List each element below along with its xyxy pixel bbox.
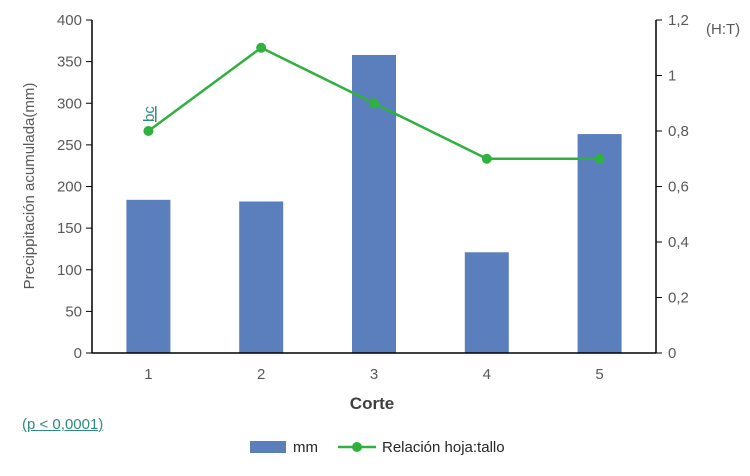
y-tick-label: 200: [57, 179, 82, 196]
y-tick-label: 0: [74, 345, 82, 362]
bar-5: [577, 134, 622, 353]
bar-1: [126, 199, 171, 353]
y-tick-label: 350: [57, 54, 82, 71]
y-tick-label: 400: [57, 12, 82, 29]
legend-label-mm: mm: [293, 439, 318, 456]
bars-layer: [126, 54, 622, 354]
y2-axis-title: (H:T): [706, 21, 740, 38]
y2-tick-label: 0,8: [668, 123, 689, 140]
ratio-point-3: [369, 98, 379, 109]
y2-tick-label: 0,4: [668, 234, 689, 251]
legend-swatch-marker: [352, 442, 362, 452]
x-tick-label: 5: [595, 366, 603, 383]
ratio-point-2: [256, 42, 267, 53]
x-tick-label: 3: [370, 366, 378, 383]
y2-tick-label: 0,6: [668, 179, 689, 196]
y-tick-label: 50: [65, 303, 82, 320]
annotation-bc: bc: [141, 106, 158, 122]
y-tick-label: 250: [57, 137, 82, 154]
legend-swatch-mm: [250, 441, 286, 453]
ticks-layer: 0 50 100 150 200 250 300 350 400 0 0,2 0,4 0,6 0,8 1 1,…: [57, 12, 689, 383]
ratio-point-4: [481, 153, 492, 164]
bar-4: [464, 252, 509, 353]
line-layer: [143, 42, 605, 164]
y-axis-title: Precippitación acumulada(mm): [21, 83, 38, 290]
y2-tick-label: 0: [668, 345, 676, 362]
y2-tick-label: 0,2: [668, 290, 689, 307]
y2-tick-label: 1: [668, 68, 676, 85]
bar-2: [239, 201, 284, 353]
y2-tick-label: 1,2: [668, 12, 689, 29]
x-tick-label: 2: [257, 366, 265, 383]
x-tick-label: 1: [144, 366, 152, 383]
significance-note: (p < 0,0001): [22, 416, 104, 433]
y-tick-label: 300: [57, 95, 82, 112]
y-tick-label: 100: [57, 262, 82, 279]
legend: mm Relación hoja:tallo: [250, 439, 505, 456]
ratio-point-5: [594, 153, 605, 164]
legend-label-ratio: Relación hoja:tallo: [382, 439, 505, 456]
y-tick-label: 150: [57, 220, 82, 237]
x-tick-label: 4: [483, 366, 491, 383]
x-axis-title: Corte: [350, 394, 394, 413]
ratio-point-1: [143, 126, 154, 136]
